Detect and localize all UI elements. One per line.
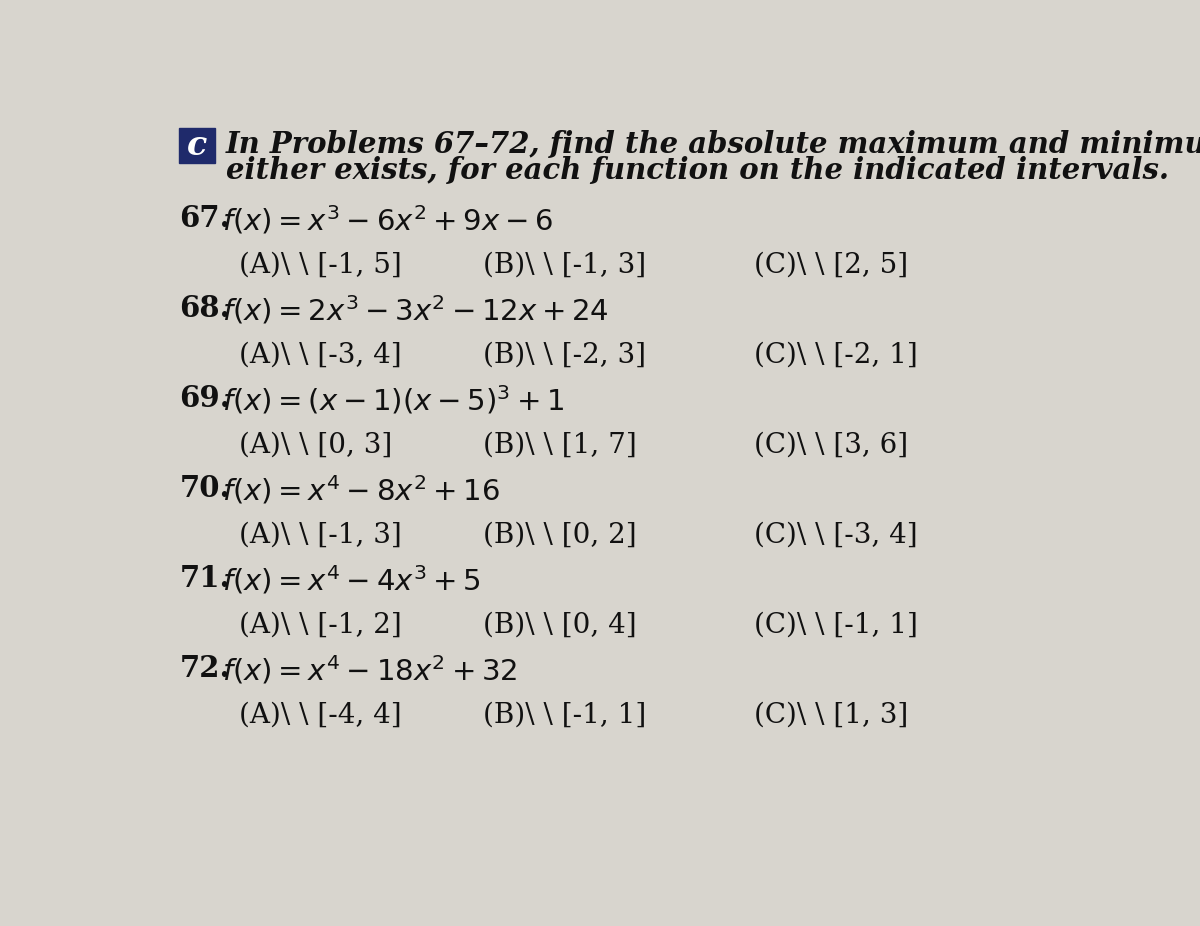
Text: (A)\ \ [-1, 3]: (A)\ \ [-1, 3]	[239, 521, 402, 548]
Text: $f(x) = 2x^3 - 3x^2 - 12x + 24$: $f(x) = 2x^3 - 3x^2 - 12x + 24$	[222, 294, 608, 327]
Text: (A)\ \ [-4, 4]: (A)\ \ [-4, 4]	[239, 702, 402, 729]
Text: (A)\ \ [0, 3]: (A)\ \ [0, 3]	[239, 432, 392, 458]
Text: (A)\ \ [-1, 5]: (A)\ \ [-1, 5]	[239, 251, 402, 278]
Text: (B)\ \ [-1, 3]: (B)\ \ [-1, 3]	[484, 251, 647, 278]
Text: 69.: 69.	[180, 383, 230, 413]
Text: (C)\ \ [2, 5]: (C)\ \ [2, 5]	[755, 251, 908, 278]
Text: (C)\ \ [-2, 1]: (C)\ \ [-2, 1]	[755, 342, 918, 369]
Text: (B)\ \ [-2, 3]: (B)\ \ [-2, 3]	[484, 342, 647, 369]
Text: 68.: 68.	[180, 294, 230, 322]
Text: (C)\ \ [1, 3]: (C)\ \ [1, 3]	[755, 702, 908, 729]
Text: 67.: 67.	[180, 204, 230, 232]
Text: 70.: 70.	[180, 474, 230, 503]
Text: (C)\ \ [-3, 4]: (C)\ \ [-3, 4]	[755, 521, 918, 548]
Text: (A)\ \ [-1, 2]: (A)\ \ [-1, 2]	[239, 611, 402, 639]
Text: (C)\ \ [-1, 1]: (C)\ \ [-1, 1]	[755, 611, 918, 639]
Text: $f(x) = x^4 - 4x^3 + 5$: $f(x) = x^4 - 4x^3 + 5$	[222, 564, 481, 596]
Text: (B)\ \ [1, 7]: (B)\ \ [1, 7]	[484, 432, 637, 458]
Text: (C)\ \ [3, 6]: (C)\ \ [3, 6]	[755, 432, 908, 458]
Text: $f(x) = (x - 1)(x - 5)^3 + 1$: $f(x) = (x - 1)(x - 5)^3 + 1$	[222, 383, 564, 417]
Text: (B)\ \ [-1, 1]: (B)\ \ [-1, 1]	[484, 702, 647, 729]
FancyBboxPatch shape	[180, 128, 215, 164]
Text: either exists, for each function on the indicated intervals.: either exists, for each function on the …	[226, 156, 1169, 185]
Text: (B)\ \ [0, 4]: (B)\ \ [0, 4]	[484, 611, 637, 639]
Text: (A)\ \ [-3, 4]: (A)\ \ [-3, 4]	[239, 342, 402, 369]
Text: 72.: 72.	[180, 654, 230, 683]
Text: 71.: 71.	[180, 564, 230, 593]
Text: $f(x) = x^4 - 18x^2 + 32$: $f(x) = x^4 - 18x^2 + 32$	[222, 654, 517, 687]
Text: $f(x) = x^4 - 8x^2 + 16$: $f(x) = x^4 - 8x^2 + 16$	[222, 474, 500, 507]
Text: (B)\ \ [0, 2]: (B)\ \ [0, 2]	[484, 521, 637, 548]
Text: $f(x) = x^3 - 6x^2 + 9x - 6$: $f(x) = x^3 - 6x^2 + 9x - 6$	[222, 204, 553, 236]
Text: In Problems 67–72, find the absolute maximum and minimum, if: In Problems 67–72, find the absolute max…	[226, 130, 1200, 158]
Text: c: c	[187, 130, 208, 162]
